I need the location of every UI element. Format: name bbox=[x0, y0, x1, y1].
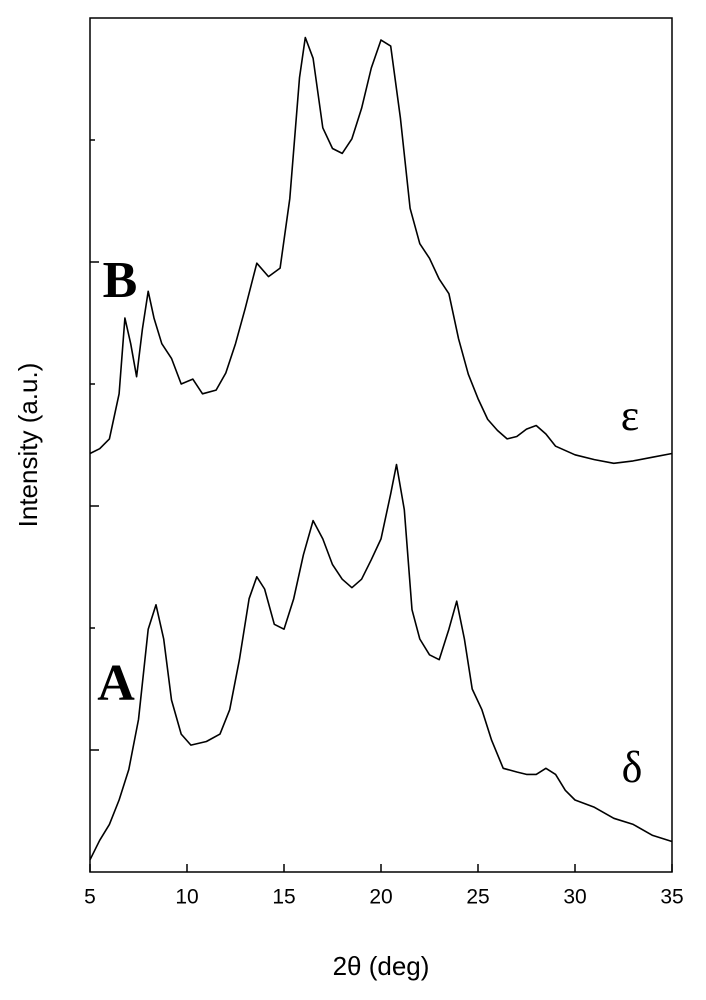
x-tick-label: 5 bbox=[84, 886, 96, 909]
x-tick-label: 35 bbox=[660, 886, 683, 909]
curve-label: δ bbox=[622, 743, 643, 792]
y-axis-title: Intensity (a.u.) bbox=[13, 363, 43, 528]
curve-label: A bbox=[97, 655, 135, 712]
curve-label: ε bbox=[621, 391, 639, 440]
xrd-pattern bbox=[89, 36, 673, 465]
x-tick-label: 30 bbox=[563, 886, 586, 909]
x-tick-label: 20 bbox=[369, 886, 392, 909]
plot-frame bbox=[89, 17, 673, 873]
x-tick-label: 10 bbox=[175, 886, 198, 909]
x-tick-label: 15 bbox=[272, 886, 295, 909]
x-tick-label: 25 bbox=[466, 886, 489, 909]
curve-label: B bbox=[103, 252, 138, 309]
xrd-pattern bbox=[89, 463, 673, 861]
x-axis-title: 2θ (deg) bbox=[333, 951, 430, 981]
